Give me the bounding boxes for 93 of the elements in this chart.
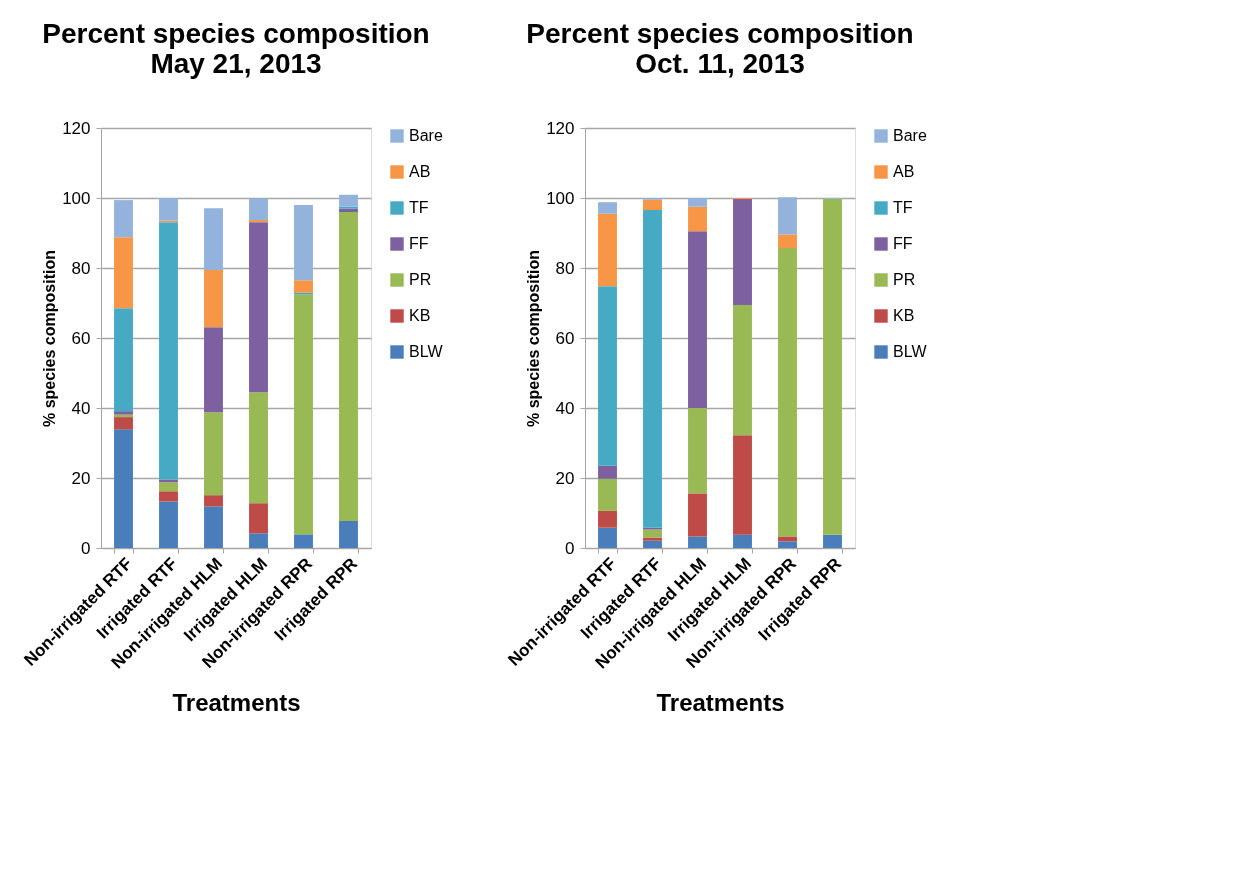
bar	[598, 286, 617, 466]
bar	[688, 231, 707, 408]
bar	[339, 521, 358, 548]
y-tick-label: 20	[555, 468, 575, 488]
legend-label: BLW	[893, 343, 928, 360]
legend-label: KB	[409, 307, 431, 324]
bar	[823, 534, 842, 548]
x-axis-title: Treatments	[656, 688, 785, 716]
legend-label: AB	[409, 163, 431, 180]
bar	[249, 503, 268, 534]
bar	[294, 534, 313, 548]
legend-label: KB	[893, 307, 915, 324]
bar	[643, 529, 662, 538]
bar	[598, 202, 617, 214]
bar	[688, 408, 707, 494]
bar	[778, 541, 797, 548]
bar	[778, 536, 797, 542]
y-tick-label: 60	[71, 328, 91, 348]
bar	[643, 199, 662, 210]
y-axis-title: % species composition	[41, 250, 59, 427]
bar	[339, 194, 358, 207]
bar	[204, 495, 223, 507]
bar	[733, 199, 752, 306]
bar	[733, 435, 752, 535]
bar	[688, 493, 707, 537]
legend-label: PR	[409, 271, 432, 288]
bar	[249, 220, 268, 223]
bar	[204, 412, 223, 496]
y-tick-label: 0	[565, 538, 575, 558]
bar	[823, 199, 842, 535]
bar	[778, 197, 797, 235]
bar	[643, 209, 662, 528]
legend-label: BLW	[409, 343, 444, 360]
bar	[294, 205, 313, 281]
bar	[688, 206, 707, 232]
chart-title: Percent species composition Oct. 11, 2013	[526, 18, 914, 79]
y-axis-title: % species composition	[525, 250, 543, 427]
legend-label: FF	[893, 235, 913, 252]
bar	[733, 534, 752, 548]
y-tick-label: 80	[555, 258, 575, 278]
legend-label: Bare	[893, 127, 927, 144]
bar	[204, 327, 223, 413]
y-tick-label: 120	[62, 118, 91, 138]
y-tick-label: 120	[546, 118, 575, 138]
legend-label: TF	[409, 199, 429, 216]
bar	[114, 429, 133, 548]
bar	[598, 510, 617, 528]
bar	[114, 417, 133, 430]
bar	[249, 198, 268, 221]
x-axis-title: Treatments	[172, 688, 301, 716]
bar	[688, 536, 707, 548]
bar	[159, 222, 178, 480]
y-tick-label: 100	[546, 188, 575, 208]
chart-title: Percent species composition May 21, 2013	[42, 18, 430, 79]
bar	[114, 308, 133, 412]
y-tick-label: 60	[555, 328, 575, 348]
y-tick-label: 100	[62, 188, 91, 208]
bar	[643, 540, 662, 548]
bar	[159, 491, 178, 502]
bar	[598, 213, 617, 287]
y-tick-label: 0	[81, 538, 91, 558]
bar	[159, 501, 178, 548]
bar	[114, 237, 133, 309]
bar	[598, 527, 617, 548]
bar	[733, 305, 752, 436]
bar	[114, 200, 133, 238]
bar	[778, 234, 797, 249]
bar	[249, 533, 268, 548]
bar	[294, 294, 313, 535]
bar	[204, 208, 223, 271]
bar	[204, 506, 223, 548]
bar	[688, 198, 707, 207]
bar	[159, 198, 178, 221]
bar	[598, 478, 617, 511]
bar	[249, 222, 268, 393]
legend-label: AB	[893, 163, 915, 180]
legend-label: Bare	[409, 127, 443, 144]
bar	[598, 465, 617, 479]
y-tick-label: 80	[71, 258, 91, 278]
y-tick-label: 20	[71, 468, 91, 488]
legend-label: FF	[409, 235, 429, 252]
y-tick-label: 40	[71, 398, 91, 418]
bar	[249, 392, 268, 504]
bar	[339, 212, 358, 522]
bar	[159, 482, 178, 492]
bar	[159, 479, 178, 483]
bar	[294, 280, 313, 293]
bar	[204, 270, 223, 328]
legend-label: TF	[893, 199, 913, 216]
bar	[643, 537, 662, 541]
y-tick-label: 40	[555, 398, 575, 418]
bar	[778, 248, 797, 537]
legend-label: PR	[893, 271, 916, 288]
